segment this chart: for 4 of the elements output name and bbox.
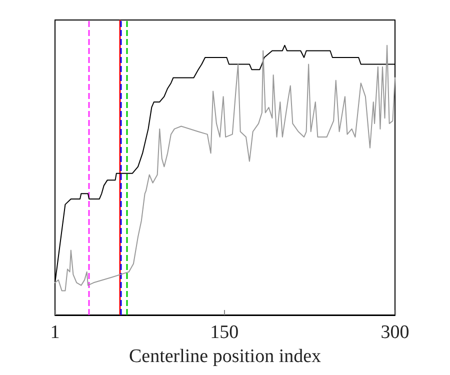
x-tick-label: 1 (50, 322, 60, 343)
x-axis-title: Centerline position index (128, 346, 322, 367)
x-tick-label: 150 (210, 322, 239, 343)
x-tick-label: 300 (380, 322, 410, 343)
